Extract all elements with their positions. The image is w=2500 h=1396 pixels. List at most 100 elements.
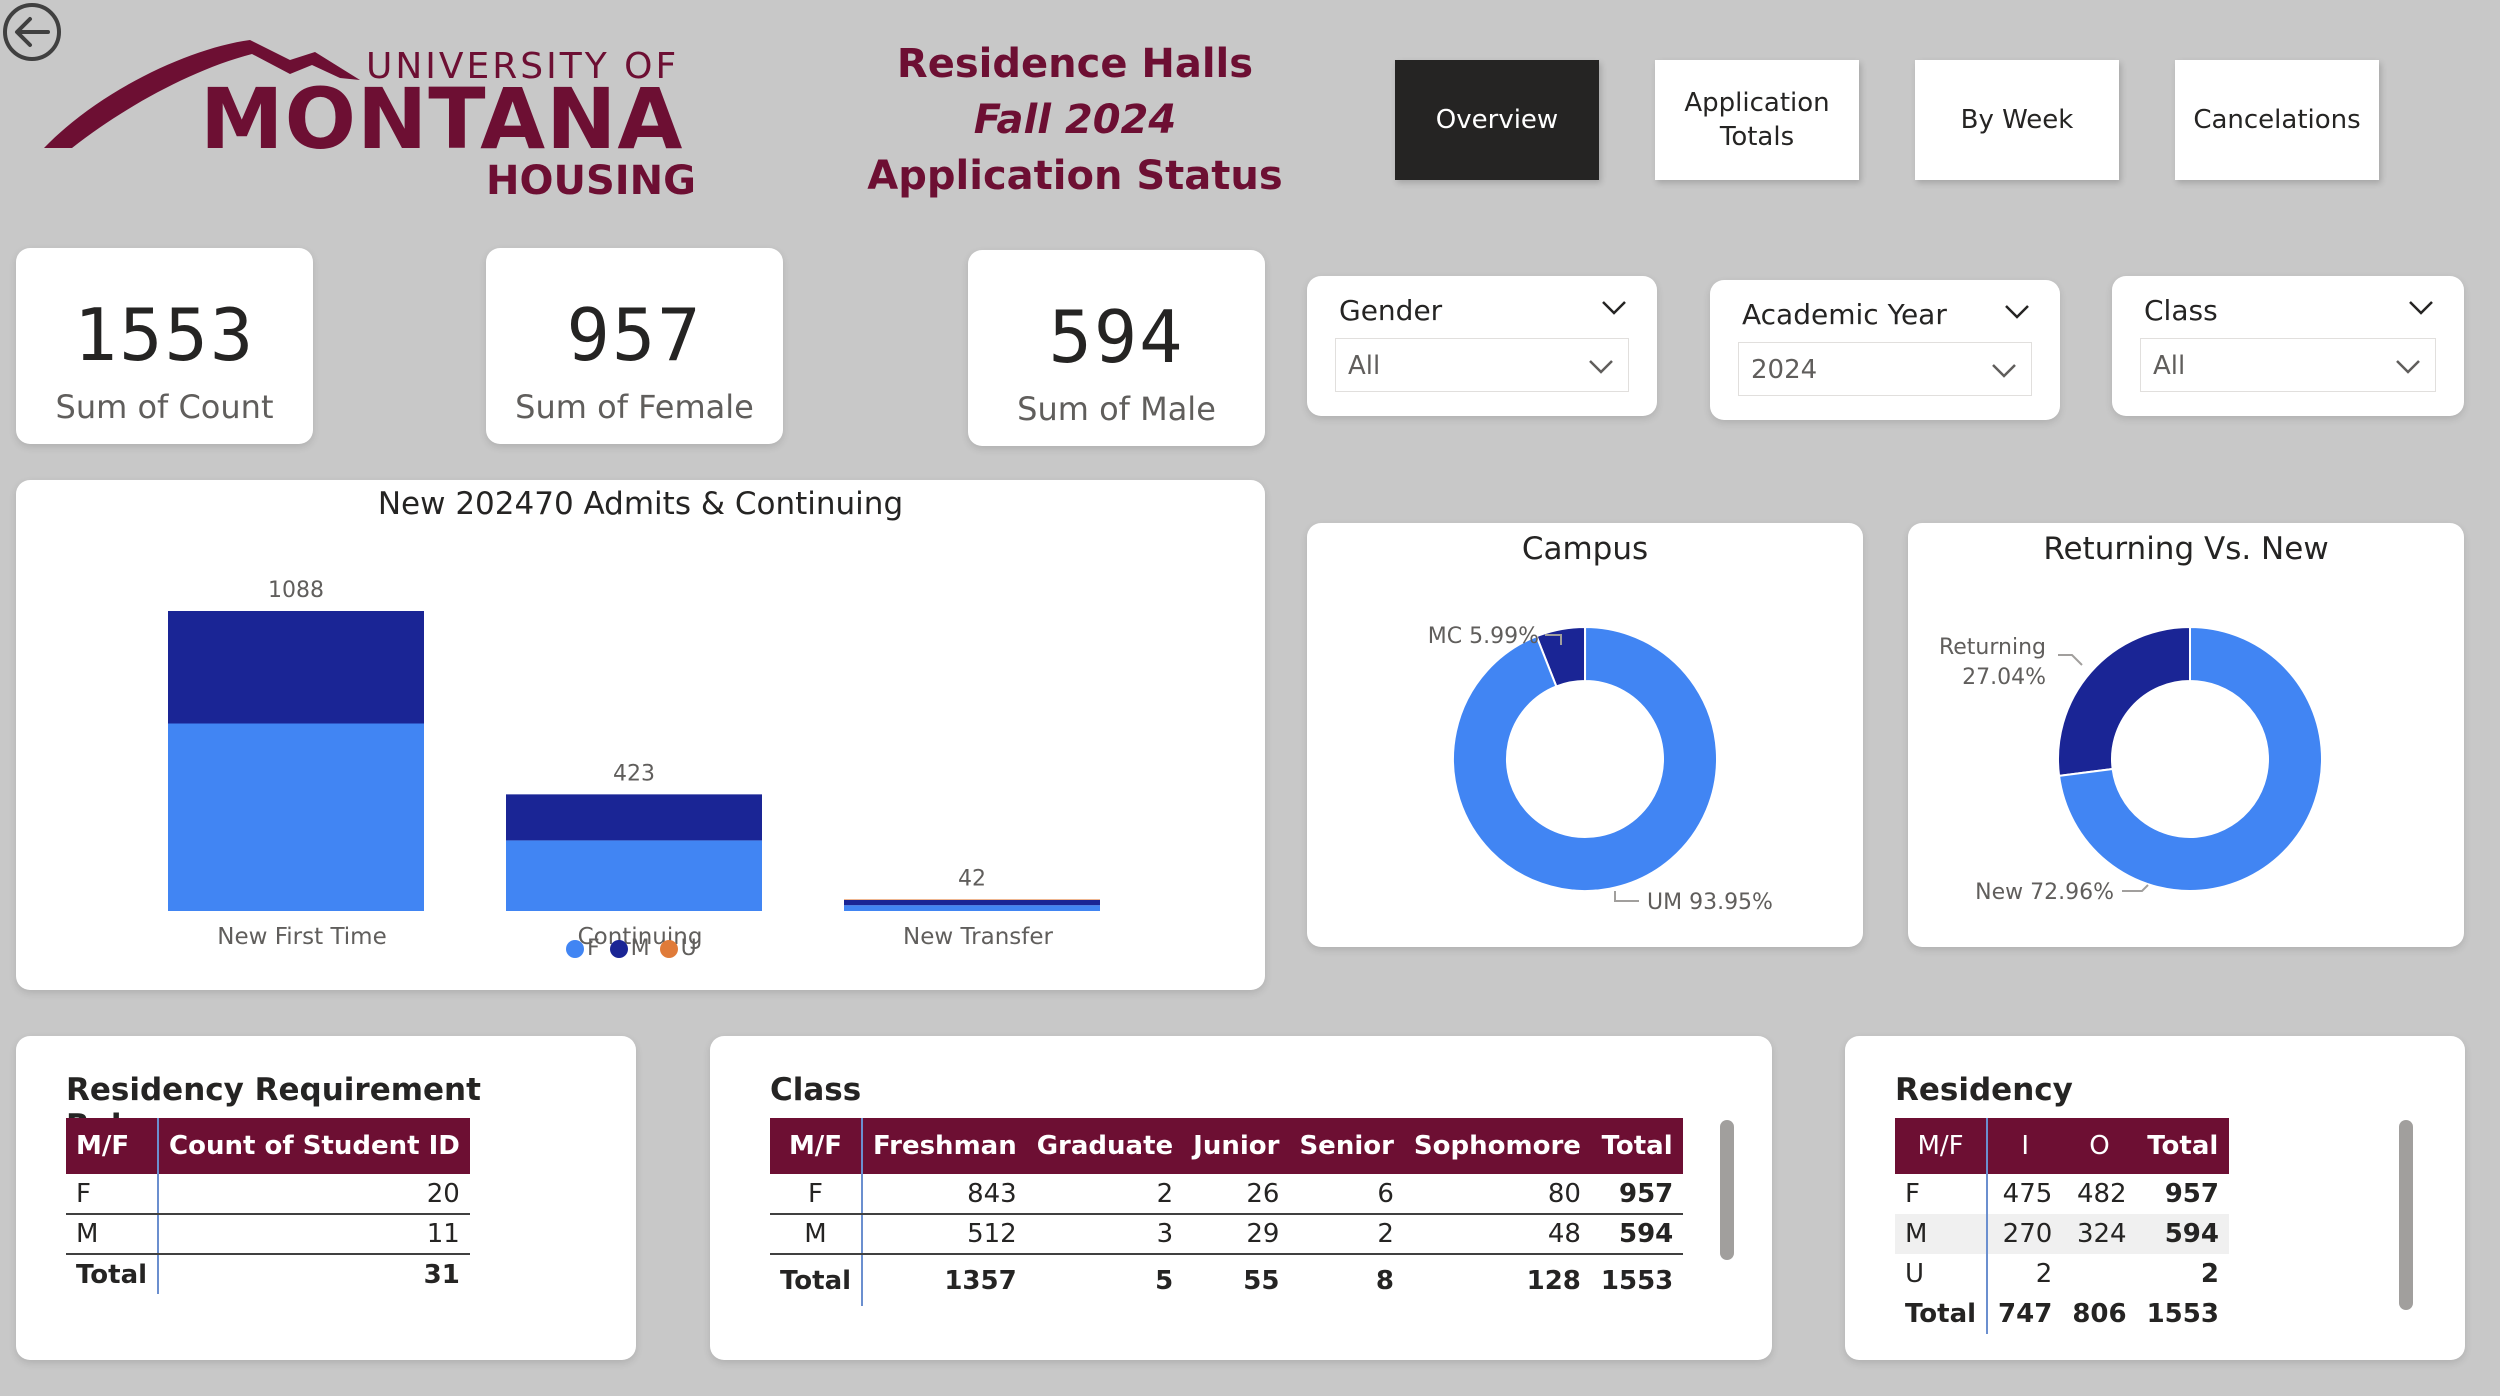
stacked-bar-chart: 1088 New First Time 423 Continuing 42 New Tra… xyxy=(168,578,1100,950)
vertical-scrollbar[interactable] xyxy=(1720,1120,1734,1260)
table-cell: 475 xyxy=(2002,1179,2053,1209)
admits-continuing-chart-card: New 202470 Admits & Continuing 1088 New F… xyxy=(16,480,1265,990)
column-header[interactable]: Senior xyxy=(1289,1118,1404,1174)
chart-title: New 202470 Admits & Continuing xyxy=(377,486,904,522)
table-cell: M xyxy=(1895,1214,1989,1254)
campus-donut-chart: MC 5.99% UM 93.95% xyxy=(1428,624,1773,915)
column-header[interactable]: Total xyxy=(2136,1118,2229,1174)
residency-releases-card: Residency Requirement Releases M/F Count… xyxy=(16,1036,636,1360)
bar-u-2[interactable] xyxy=(844,899,1100,900)
table-cell: 2 xyxy=(1289,1214,1404,1255)
category-label: New Transfer xyxy=(903,924,1054,950)
chevron-down-icon[interactable] xyxy=(1991,363,2017,379)
column-header[interactable]: M/F xyxy=(66,1118,160,1174)
column-header[interactable]: Count of Student ID xyxy=(158,1118,470,1174)
legend-label: M xyxy=(630,936,650,961)
donut-slice-new[interactable] xyxy=(2057,625,2323,892)
returning-new-donut-card: Returning Vs. New Returning 27.04% New 72.… xyxy=(1908,523,2464,947)
bar-total-label: 1088 xyxy=(268,578,324,603)
table-cell: 512 xyxy=(862,1214,1027,1255)
chevron-down-icon[interactable] xyxy=(2408,300,2434,316)
title-line1: Residence Halls xyxy=(896,41,1254,87)
table-row: F 843 2 26 6 80 957 xyxy=(770,1174,1684,1215)
class-dropdown[interactable]: All xyxy=(2140,338,2436,392)
chevron-down-icon[interactable] xyxy=(2004,304,2030,320)
legend-dot-icon xyxy=(609,939,628,958)
table-cell: Total xyxy=(1895,1294,1989,1334)
vertical-scrollbar[interactable] xyxy=(2399,1120,2413,1310)
table-cell: 1553 xyxy=(1600,1265,1674,1296)
donut-slice-um[interactable] xyxy=(1452,625,1718,892)
category-label: New First Time xyxy=(217,924,386,950)
report-title: Residence Halls Fall 2024 Application St… xyxy=(860,36,1290,204)
table-cell: 29 xyxy=(1183,1214,1290,1255)
table-row: F 475 482 957 xyxy=(1895,1174,2229,1214)
legend-label: F xyxy=(587,936,600,961)
kpi-label: Sum of Male xyxy=(1017,390,1216,428)
bar-f-1[interactable] xyxy=(506,840,762,911)
column-header[interactable]: O xyxy=(2062,1118,2137,1174)
total-row: Total 31 xyxy=(66,1254,470,1294)
logo-line3: HOUSING xyxy=(486,158,696,204)
table-cell: 2 xyxy=(2200,1259,2219,1289)
table-row: U 2 2 xyxy=(1895,1254,2229,1294)
column-header[interactable]: Freshman xyxy=(862,1118,1027,1174)
chart-legend: F M U xyxy=(566,936,703,961)
nav-cancelations-button[interactable]: Cancelations xyxy=(2175,60,2379,180)
column-header[interactable]: M/F xyxy=(770,1118,864,1174)
kpi-label: Sum of Count xyxy=(55,388,274,426)
table-cell: F xyxy=(66,1174,160,1215)
kpi-value: 1553 xyxy=(73,293,256,377)
column-header[interactable]: Sophomore xyxy=(1403,1118,1591,1174)
leader-line xyxy=(2058,654,2083,666)
title-line2: Fall 2024 xyxy=(973,97,1177,143)
logo-line2: MONTANA xyxy=(200,70,684,168)
chevron-down-icon[interactable] xyxy=(2395,359,2421,375)
bar-m-0[interactable] xyxy=(168,611,424,724)
table-cell: 8 xyxy=(1375,1265,1394,1296)
chevron-down-icon[interactable] xyxy=(1601,300,1627,316)
leader-line xyxy=(2122,884,2149,892)
column-header[interactable]: Graduate xyxy=(1026,1118,1184,1174)
bar-f-0[interactable] xyxy=(168,723,424,912)
gender-slicer[interactable]: Gender All xyxy=(1307,276,1657,416)
bar-m-1[interactable] xyxy=(506,794,762,841)
nav-by-week-button[interactable]: By Week xyxy=(1915,60,2119,180)
slicer-title: Academic Year xyxy=(1742,298,1947,331)
academic-year-slicer[interactable]: Academic Year 2024 xyxy=(1710,280,2060,420)
legend-label: U xyxy=(680,936,697,961)
returning-new-donut-chart: Returning 27.04% New 72.96% xyxy=(1939,625,2323,905)
total-row: Total 1357 5 55 8 128 1553 xyxy=(770,1254,1683,1306)
bar-m-2[interactable] xyxy=(844,899,1100,906)
bar-f-2[interactable] xyxy=(844,905,1100,911)
slice-label-um: UM 93.95% xyxy=(1647,890,1773,915)
table-cell: 482 xyxy=(2076,1179,2127,1209)
chevron-down-icon[interactable] xyxy=(1588,359,1614,375)
table-cell: 6 xyxy=(1289,1174,1404,1215)
kpi-sum-of-female: 957 Sum of Female xyxy=(486,248,783,444)
column-header[interactable]: M/F xyxy=(1895,1118,1989,1174)
gender-dropdown[interactable]: All xyxy=(1335,338,1629,392)
table-cell: 11 xyxy=(158,1214,470,1255)
legend-item-u[interactable]: U xyxy=(659,936,697,961)
column-header[interactable]: I xyxy=(1987,1118,2063,1174)
column-header[interactable]: Total xyxy=(1590,1118,1684,1174)
legend-item-m[interactable]: M xyxy=(609,936,650,961)
residency-table-card: Residency M/F I O Total F 475 482 957 M … xyxy=(1845,1036,2465,1360)
table-cell: M xyxy=(770,1214,864,1255)
slice-label-new: New 72.96% xyxy=(1975,880,2114,905)
academic-year-dropdown[interactable]: 2024 xyxy=(1738,342,2032,396)
back-arrow-icon[interactable] xyxy=(2,2,62,62)
table-row: M 270 324 594 xyxy=(1895,1214,2229,1254)
donut-slice-returning[interactable] xyxy=(2057,625,2191,777)
chart-title: Campus xyxy=(1521,531,1649,567)
nav-overview-button[interactable]: Overview xyxy=(1395,60,1599,180)
table-cell: 20 xyxy=(158,1174,470,1215)
leader-line xyxy=(1545,634,1562,645)
legend-item-f[interactable]: F xyxy=(566,936,600,961)
column-header[interactable]: Junior xyxy=(1183,1118,1290,1174)
table-cell xyxy=(2062,1254,2136,1294)
nav-application-totals-button[interactable]: Application Totals xyxy=(1655,60,1859,180)
table-cell: 1553 xyxy=(2146,1299,2219,1329)
class-slicer[interactable]: Class All xyxy=(2112,276,2464,416)
